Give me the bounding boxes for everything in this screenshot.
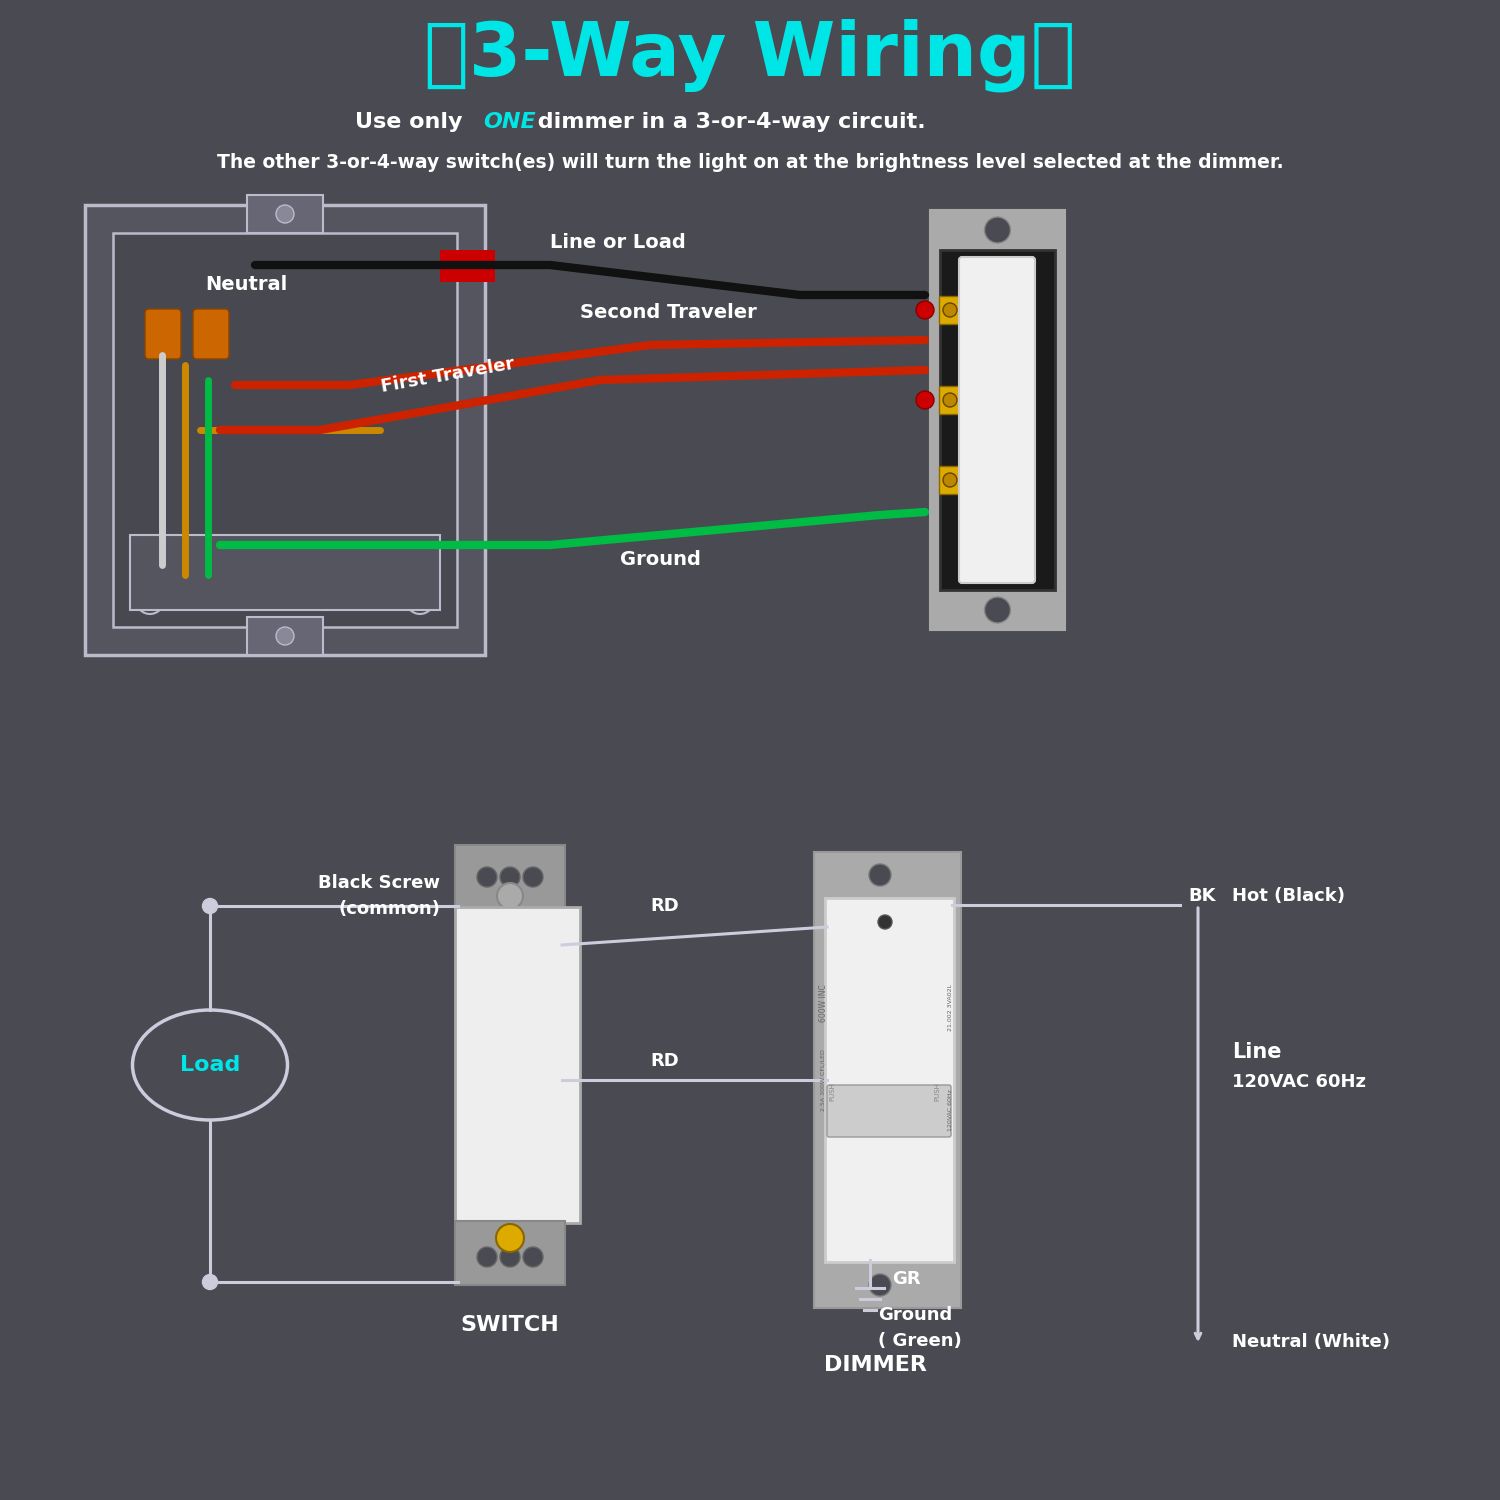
Circle shape <box>868 864 891 886</box>
FancyBboxPatch shape <box>940 251 1054 590</box>
Circle shape <box>984 217 1011 243</box>
FancyBboxPatch shape <box>248 195 322 232</box>
FancyBboxPatch shape <box>146 309 182 358</box>
Circle shape <box>984 597 1011 622</box>
Text: Neutral (White): Neutral (White) <box>1232 1334 1391 1352</box>
FancyBboxPatch shape <box>112 232 458 627</box>
Circle shape <box>524 1246 543 1268</box>
Text: Line or Load: Line or Load <box>550 232 686 252</box>
Circle shape <box>868 1274 891 1296</box>
FancyBboxPatch shape <box>827 1084 951 1137</box>
Circle shape <box>944 393 957 406</box>
Text: BK: BK <box>1188 886 1215 904</box>
FancyBboxPatch shape <box>86 206 484 656</box>
Text: Black Screw: Black Screw <box>318 874 440 892</box>
FancyBboxPatch shape <box>454 908 580 1222</box>
Text: 2.5A 300W CFL/LED: 2.5A 300W CFL/LED <box>821 1048 825 1112</box>
Circle shape <box>477 1246 496 1268</box>
FancyBboxPatch shape <box>454 844 566 909</box>
Circle shape <box>406 586 433 613</box>
Text: 600W INC: 600W INC <box>819 984 828 1022</box>
Text: 120VAC 60Hz: 120VAC 60Hz <box>948 1089 952 1131</box>
Text: DIMMER: DIMMER <box>824 1354 927 1376</box>
Circle shape <box>500 1246 520 1268</box>
Circle shape <box>276 206 294 224</box>
Circle shape <box>496 884 523 909</box>
Text: RD: RD <box>651 897 680 915</box>
Circle shape <box>878 915 892 928</box>
Circle shape <box>202 898 217 914</box>
Text: GR: GR <box>892 1270 921 1288</box>
Circle shape <box>944 303 957 316</box>
Text: ( Green): ( Green) <box>878 1332 962 1350</box>
FancyBboxPatch shape <box>440 251 495 282</box>
FancyBboxPatch shape <box>454 1221 566 1286</box>
Circle shape <box>524 867 543 886</box>
Text: Hot (Black): Hot (Black) <box>1232 886 1346 904</box>
Circle shape <box>136 586 164 613</box>
Circle shape <box>477 867 496 886</box>
Circle shape <box>202 1275 217 1290</box>
Circle shape <box>916 302 934 320</box>
FancyBboxPatch shape <box>194 309 230 358</box>
FancyBboxPatch shape <box>939 386 962 414</box>
Text: 21.002 3VA02L: 21.002 3VA02L <box>948 984 952 1030</box>
FancyBboxPatch shape <box>939 296 962 324</box>
FancyBboxPatch shape <box>130 536 440 610</box>
Circle shape <box>276 627 294 645</box>
Text: 【3-Way Wiring】: 【3-Way Wiring】 <box>424 18 1076 92</box>
FancyBboxPatch shape <box>825 898 954 1262</box>
Text: Ground: Ground <box>878 1306 953 1324</box>
Text: Load: Load <box>180 1054 240 1076</box>
Text: SWITCH: SWITCH <box>460 1316 560 1335</box>
Text: dimmer in a 3-or-4-way circuit.: dimmer in a 3-or-4-way circuit. <box>530 112 926 132</box>
Text: Line: Line <box>1232 1042 1281 1062</box>
Text: Ground: Ground <box>620 550 701 568</box>
FancyBboxPatch shape <box>930 210 1065 630</box>
Text: First Traveler: First Traveler <box>380 356 516 396</box>
Text: Neutral: Neutral <box>206 274 288 294</box>
FancyBboxPatch shape <box>939 466 962 494</box>
Circle shape <box>500 867 520 886</box>
Circle shape <box>916 392 934 410</box>
Text: Second Traveler: Second Traveler <box>580 303 756 322</box>
Circle shape <box>496 1224 523 1252</box>
Text: The other 3-or-4-way switch(es) will turn the light on at the brightness level s: The other 3-or-4-way switch(es) will tur… <box>216 153 1284 171</box>
FancyBboxPatch shape <box>248 616 322 656</box>
Text: 120VAC 60Hz: 120VAC 60Hz <box>1232 1072 1366 1090</box>
Text: PUSH: PUSH <box>934 1082 940 1101</box>
Text: PUSH: PUSH <box>830 1082 836 1101</box>
Circle shape <box>944 472 957 488</box>
FancyBboxPatch shape <box>958 256 1035 584</box>
Text: (common): (common) <box>338 900 440 918</box>
Text: ONE: ONE <box>483 112 536 132</box>
FancyBboxPatch shape <box>815 852 962 1308</box>
Text: Use only: Use only <box>356 112 471 132</box>
Text: RD: RD <box>651 1052 680 1070</box>
